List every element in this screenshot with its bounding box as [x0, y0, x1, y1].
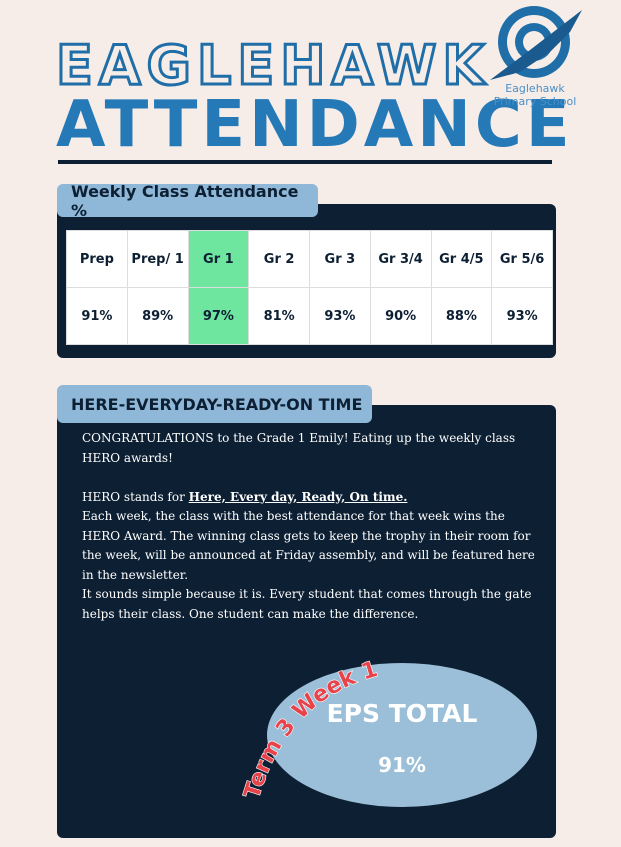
badge-value: 91% — [378, 753, 426, 777]
title-line1: EAGLEHAWK — [54, 33, 491, 99]
class-header: Gr 3 — [309, 230, 371, 288]
class-header: Prep/ 1 — [126, 230, 189, 288]
paragraph: It sounds simple because it is. Every st… — [82, 587, 532, 621]
class-value: 81% — [248, 287, 310, 345]
class-header: Gr 4/5 — [430, 230, 493, 288]
class-header: Gr 1 — [187, 230, 250, 288]
hero-title: HERE-EVERYDAY-READY-ON TIME — [57, 385, 372, 423]
logo-name: Eaglehawk — [505, 82, 565, 95]
badge: EPS TOTAL 91% Term 3 Week 1 — [239, 656, 537, 807]
class-value: 91% — [66, 287, 128, 345]
badge-blob — [267, 663, 537, 807]
logo-subtitle: Primary School — [493, 95, 577, 108]
logo-icon — [490, 6, 582, 80]
class-header: Prep — [66, 230, 128, 288]
class-header: Gr 2 — [248, 230, 310, 288]
text: HERO stands for — [82, 489, 189, 504]
table-title: Weekly Class Attendance % — [57, 182, 318, 220]
attendance-table: Prep Prep/ 1 Gr 1 Gr 2 Gr 3 Gr 3/4 Gr 4/5 Gr 5/… — [66, 230, 553, 345]
class-value: 93% — [309, 287, 371, 345]
divider — [58, 160, 552, 164]
class-header: Gr 5/6 — [491, 230, 553, 288]
paragraph: Each week, the class with the best atten… — [82, 509, 535, 582]
class-value: 88% — [430, 287, 493, 345]
paragraph: HERO stands for Here, Every day, Ready, … — [82, 488, 537, 508]
class-value: 90% — [369, 287, 432, 345]
hero-body: CONGRATULATIONS to the Grade 1 Emily! Ea… — [82, 429, 537, 624]
badge-label: EPS TOTAL — [327, 699, 478, 728]
paragraph: CONGRATULATIONS to the Grade 1 Emily! Ea… — [82, 431, 516, 465]
class-value: 89% — [126, 287, 189, 345]
class-value: 97% — [187, 287, 250, 345]
class-header: Gr 3/4 — [369, 230, 432, 288]
title-line2: ATTENDANCE — [56, 88, 574, 162]
value-row: 91% 89% 97% 81% 93% 90% 88% 93% — [66, 287, 553, 345]
header-row: Prep Prep/ 1 Gr 1 Gr 2 Gr 3 Gr 3/4 Gr 4/5 Gr 5/… — [66, 230, 553, 288]
class-value: 93% — [491, 287, 553, 345]
emphasis: Here, Every day, Ready, On time. — [188, 489, 408, 504]
